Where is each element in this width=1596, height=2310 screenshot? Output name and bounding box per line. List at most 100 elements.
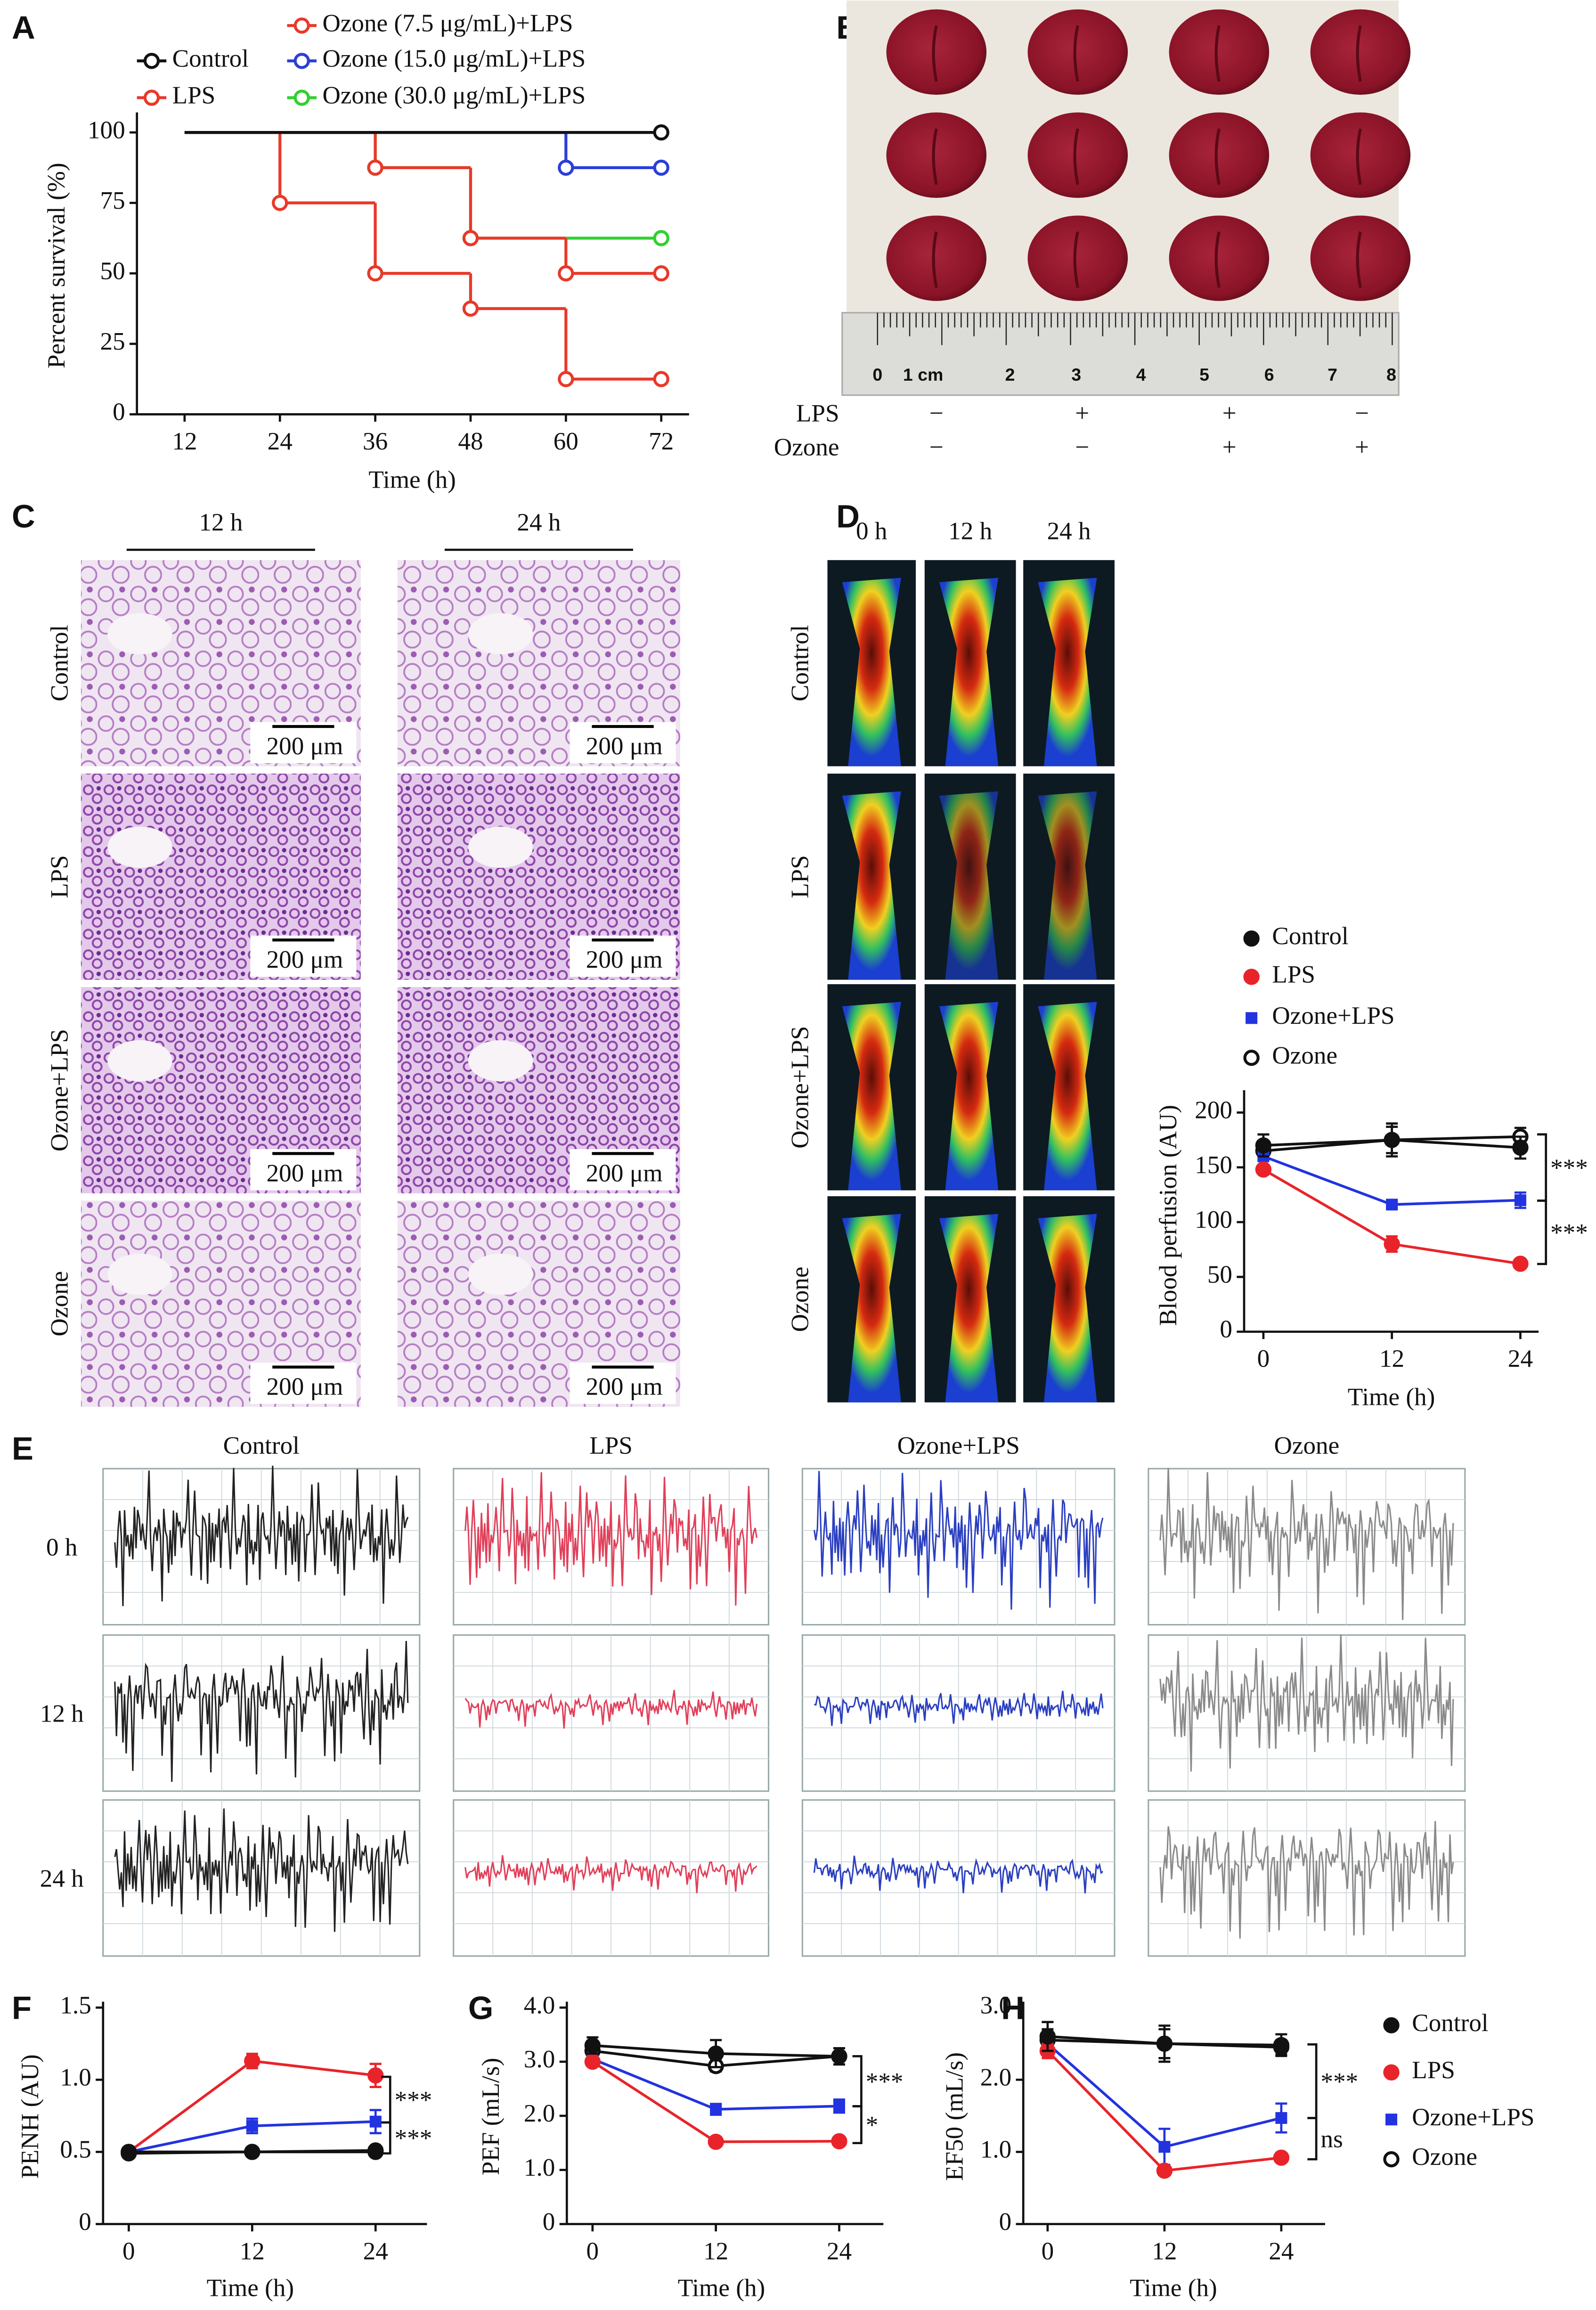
x-tick-label: 24 <box>268 428 293 455</box>
data-point <box>1386 1199 1398 1211</box>
flow-trace <box>114 1641 409 1782</box>
legend-marker <box>1385 2114 1398 2126</box>
x-tick-label: 24 <box>1508 1345 1533 1372</box>
data-point <box>1384 1236 1400 1252</box>
y-axis-title: Blood perfusion (AU) <box>1155 1105 1182 1326</box>
lung-fissure <box>1214 25 1221 82</box>
lung-fissure <box>1356 25 1362 82</box>
data-point <box>1512 1256 1529 1272</box>
treatment-mark: + <box>1222 400 1237 427</box>
lung-photo <box>1027 215 1128 301</box>
ruler-label: 0 <box>872 365 882 384</box>
treatment-mark: + <box>1355 434 1369 461</box>
survival-point <box>653 230 669 246</box>
data-point <box>1255 1161 1272 1178</box>
y-axis-title: PEF (mL/s) <box>477 2058 505 2175</box>
significance-bracket <box>1537 1133 1547 1202</box>
data-point <box>1512 1139 1529 1156</box>
flow-trace <box>114 1465 409 1607</box>
flow-trace <box>1159 1821 1454 1939</box>
row-label: 12 h <box>40 1700 84 1727</box>
flow-trace <box>114 1808 409 1932</box>
lung-photo <box>886 215 987 301</box>
scale-bar-backing <box>570 1363 676 1404</box>
y-tick-label: 1.0 <box>60 2064 91 2091</box>
significance-bracket <box>852 2105 863 2145</box>
lung-photo <box>1169 112 1270 198</box>
column-header: 0 h <box>856 518 887 545</box>
row-label: LPS <box>46 855 73 898</box>
perfusion-limb <box>1038 1214 1097 1403</box>
scale-bar-backing <box>250 935 357 977</box>
data-point <box>369 2115 382 2128</box>
y-tick-label: 2.0 <box>524 2100 555 2127</box>
y-tick-label: 0 <box>543 2208 555 2236</box>
lung-fissure <box>1073 25 1079 82</box>
data-point <box>831 2133 847 2150</box>
airspace <box>107 1040 172 1082</box>
scale-bar-backing <box>570 722 676 764</box>
y-tick-label: 4.0 <box>524 1992 555 2019</box>
y-axis-title: PENH (AU) <box>16 2054 44 2179</box>
column-header: LPS <box>589 1432 633 1460</box>
survival-point <box>653 124 669 141</box>
perfusion-limb <box>939 1214 999 1403</box>
lung-fissure <box>1073 231 1079 288</box>
series-line <box>128 2059 376 2153</box>
lung-fissure <box>932 128 938 185</box>
legend-label: Ozone+LPS <box>1412 2104 1534 2131</box>
significance-label: *** <box>395 2087 432 2114</box>
survival-point <box>367 265 383 282</box>
data-point <box>831 2048 847 2065</box>
y-tick-label: 25 <box>100 328 125 355</box>
legend-label: Ozone <box>1272 1042 1337 1069</box>
y-tick-label: 3.0 <box>980 1992 1011 2019</box>
row-label: 0 h <box>46 1534 77 1561</box>
x-tick-label: 24 <box>827 2237 852 2265</box>
x-axis-title: Time (h) <box>678 2274 765 2302</box>
row-label: Ozone+LPS <box>46 1029 73 1151</box>
x-axis-title: Time (h) <box>207 2274 294 2302</box>
y-tick-label: 50 <box>100 257 125 285</box>
row-label: Control <box>46 625 73 701</box>
perfusion-limb <box>1038 1002 1097 1191</box>
ruler-label: 2 <box>1005 365 1015 384</box>
scale-bar-label: 200 μm <box>586 1373 663 1401</box>
y-tick-label: 150 <box>1195 1151 1232 1179</box>
data-point <box>1039 2028 1056 2045</box>
ruler-label: 5 <box>1199 365 1209 384</box>
survival-point <box>367 159 383 176</box>
row-label: LPS <box>787 855 814 898</box>
legend-label: LPS <box>1272 961 1315 988</box>
legend-marker <box>293 53 310 69</box>
significance-label: *** <box>1550 1219 1588 1247</box>
scale-bar-label: 200 μm <box>267 1159 343 1187</box>
airspace <box>107 826 172 868</box>
legend-marker <box>293 90 310 106</box>
lung-photo <box>1169 9 1270 95</box>
x-tick-label: 12 <box>703 2237 728 2265</box>
scale-bar-label: 200 μm <box>586 946 663 973</box>
airspace <box>468 1040 533 1082</box>
x-tick-label: 12 <box>240 2237 265 2265</box>
panel-letter: C <box>12 498 35 534</box>
data-point <box>833 2100 845 2112</box>
y-axis-title: EF50 (mL/s) <box>941 2052 969 2181</box>
x-axis-title: Time (h) <box>1130 2274 1217 2302</box>
treatment-mark: − <box>929 400 944 427</box>
survival-point <box>653 159 669 176</box>
ruler-label: 6 <box>1264 365 1274 384</box>
scale-bar-backing <box>250 722 357 764</box>
y-tick-label: 0 <box>1220 1316 1232 1343</box>
significance-label: *** <box>395 2125 432 2152</box>
legend-label: LPS <box>1412 2057 1455 2084</box>
scale-bar-label: 200 μm <box>267 946 343 973</box>
legend-marker <box>143 53 160 69</box>
x-tick-label: 0 <box>1257 1345 1270 1372</box>
perfusion-limb <box>842 1002 901 1191</box>
legend-label: Ozone (15.0 μg/mL)+LPS <box>322 45 586 72</box>
panel-letter: G <box>468 1990 493 2026</box>
treatment-mark: − <box>929 434 944 461</box>
legend-label: Control <box>1272 922 1348 950</box>
x-tick-label: 0 <box>1042 2237 1054 2265</box>
